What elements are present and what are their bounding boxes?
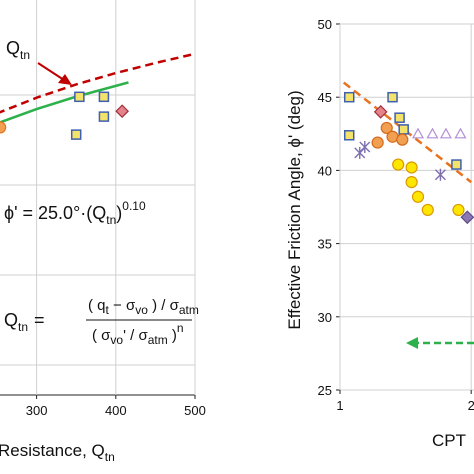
data-point bbox=[74, 91, 85, 103]
formula-text: ) bbox=[168, 327, 177, 344]
arrow-head bbox=[406, 337, 418, 349]
data-point bbox=[398, 124, 409, 135]
data-point bbox=[392, 158, 405, 171]
y-tick-label: 50 bbox=[318, 17, 332, 32]
formula-denominator: ( σvo' / σatm )n bbox=[92, 321, 184, 347]
formula-lhs: Qtn = bbox=[4, 310, 45, 334]
formula-text: ) / σ bbox=[148, 297, 180, 314]
data-point bbox=[434, 168, 446, 181]
data-point bbox=[426, 127, 439, 139]
formula-text: atm bbox=[179, 303, 199, 317]
formula-text: − σ bbox=[109, 297, 136, 314]
data-point bbox=[394, 112, 405, 123]
data-point bbox=[359, 140, 371, 153]
data-point bbox=[411, 190, 425, 203]
data-point bbox=[115, 104, 129, 119]
annotation: Qtn bbox=[6, 38, 30, 62]
annotation-text: Q bbox=[6, 38, 20, 58]
trend-line bbox=[0, 81, 129, 124]
data-point bbox=[343, 91, 355, 103]
y-tick-label: 25 bbox=[318, 383, 332, 398]
y-tick-label: 45 bbox=[318, 90, 332, 105]
formula-text: t bbox=[106, 303, 110, 317]
axis-label-text: Resistance, Q bbox=[0, 441, 105, 460]
formula-text: = bbox=[34, 310, 45, 330]
formula-text: ( q bbox=[88, 297, 106, 314]
annotation-text: 0.10 bbox=[122, 199, 146, 213]
x-tick-label: 1 bbox=[336, 398, 343, 413]
x-axis-label: CPT bbox=[432, 431, 466, 450]
data-point bbox=[460, 210, 474, 225]
data-point bbox=[343, 130, 355, 141]
data-point bbox=[98, 111, 110, 122]
formula-text: n bbox=[177, 321, 184, 335]
formula-text: vo bbox=[110, 333, 123, 347]
formula-text: tn bbox=[18, 320, 28, 334]
formula-text: vo bbox=[135, 303, 148, 317]
annotation-text: tn bbox=[106, 213, 116, 227]
data-point bbox=[411, 127, 425, 139]
annotation-text: ) bbox=[116, 203, 122, 223]
formula-text: ' / σ bbox=[123, 327, 148, 344]
formula-numerator: ( qt − σvo ) / σatm bbox=[88, 297, 199, 317]
data-point bbox=[387, 91, 398, 103]
x-tick-label: 500 bbox=[184, 403, 206, 418]
data-point bbox=[454, 127, 467, 139]
x-tick-label: 2 bbox=[468, 398, 474, 413]
arrow-head bbox=[58, 74, 72, 85]
formula-text: atm bbox=[148, 333, 168, 347]
y-tick-label: 30 bbox=[318, 310, 332, 325]
x-tick-label: 300 bbox=[26, 403, 48, 418]
annotation: ϕ' = 25.0°·(Qtn)0.10 bbox=[4, 199, 146, 227]
data-point bbox=[405, 161, 418, 174]
y-axis-label: Effective Friction Angle, ϕ' (deg) bbox=[285, 90, 304, 329]
trend-line bbox=[0, 52, 196, 114]
annotation-text: tn bbox=[20, 48, 30, 62]
formula-text: Q bbox=[4, 310, 18, 330]
x-axis-label: Resistance, Qtn bbox=[0, 441, 115, 464]
data-point bbox=[452, 203, 465, 217]
data-point bbox=[380, 121, 393, 135]
arrow bbox=[37, 62, 65, 81]
data-point bbox=[373, 104, 388, 119]
data-point bbox=[405, 176, 418, 189]
y-tick-label: 40 bbox=[318, 163, 332, 178]
data-point bbox=[98, 91, 110, 103]
data-point bbox=[451, 159, 462, 170]
marks bbox=[0, 0, 474, 399]
data-point bbox=[396, 133, 409, 146]
data-point bbox=[0, 121, 7, 134]
data-point bbox=[439, 127, 452, 139]
data-point bbox=[70, 129, 82, 140]
annotation-text: ϕ' = 25.0°·(Q bbox=[4, 203, 106, 223]
axis-label-text: tn bbox=[105, 450, 115, 464]
data-point bbox=[421, 203, 434, 217]
y-tick-label: 35 bbox=[318, 237, 332, 252]
x-tick-label: 400 bbox=[105, 403, 127, 418]
formula-text: ( σ bbox=[92, 327, 111, 344]
data-point bbox=[371, 136, 384, 149]
